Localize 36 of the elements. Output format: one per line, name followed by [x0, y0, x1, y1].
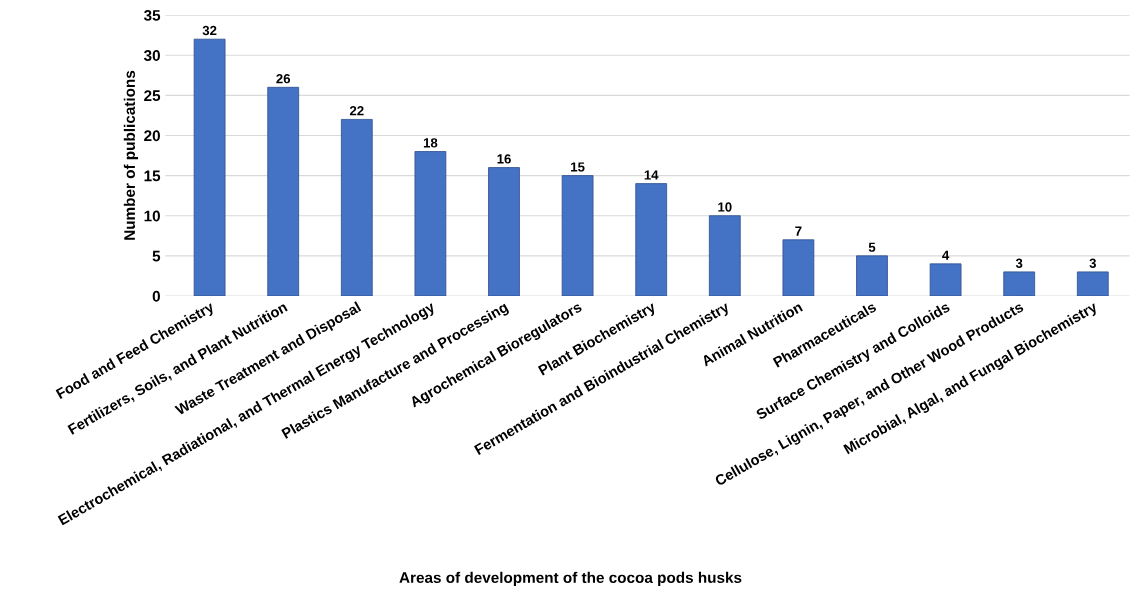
data-label: 3 [1089, 258, 1096, 268]
data-label: 4 [942, 250, 950, 260]
y-tick-label: 25 [144, 90, 161, 102]
data-label: 32 [202, 25, 217, 36]
bar [856, 255, 888, 296]
y-tick-label: 5 [152, 250, 161, 262]
y-tick-label: 0 [152, 290, 160, 302]
bar [708, 215, 741, 296]
data-label: 22 [349, 106, 364, 116]
bar [488, 167, 520, 296]
bar [561, 175, 594, 296]
bar [340, 119, 373, 296]
y-tick-label: 10 [144, 210, 160, 222]
data-label: 10 [718, 202, 732, 212]
bar [929, 263, 962, 296]
bar [635, 183, 668, 296]
bar [193, 38, 226, 296]
bar [414, 151, 447, 296]
bar [267, 86, 300, 296]
data-label: 26 [276, 73, 291, 84]
y-tick-label: 20 [144, 130, 160, 142]
y-axis-title: Number of publications [123, 70, 139, 240]
data-label: 5 [868, 242, 876, 252]
data-label: 15 [571, 162, 585, 172]
y-tick-label: 30 [143, 50, 160, 61]
bar [782, 239, 815, 296]
y-tick-label: 15 [144, 170, 161, 182]
data-label: 18 [423, 138, 438, 148]
bar [1003, 271, 1036, 296]
data-label: 14 [644, 170, 659, 180]
data-label: 3 [1015, 258, 1023, 268]
x-axis-title: Areas of development of the cocoa pods husks [399, 571, 742, 587]
bar [1076, 271, 1109, 296]
data-label: 16 [497, 154, 511, 164]
data-label: 7 [795, 226, 802, 236]
y-tick-label: 35 [143, 9, 161, 21]
